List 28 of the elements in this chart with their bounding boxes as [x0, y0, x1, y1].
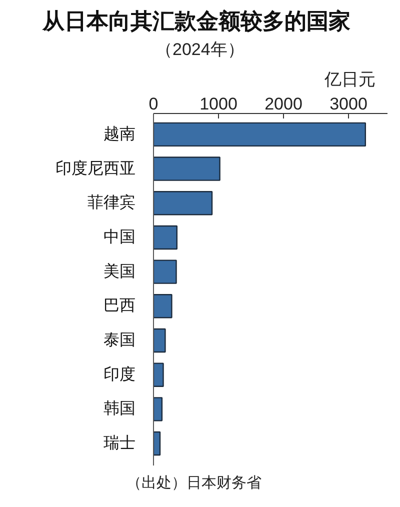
- text: （出处）日本财务省: [126, 474, 262, 492]
- y-tick-label: 印度: [104, 365, 136, 384]
- y-tick-label: 中国: [104, 228, 136, 246]
- x-tick-label: 1000: [200, 94, 238, 114]
- y-tick-label: 瑞士: [104, 434, 136, 452]
- y-tick-label: 美国: [104, 262, 136, 280]
- y-tick-label: 越南: [104, 124, 136, 143]
- y-tick-label: 巴西: [104, 298, 136, 315]
- x-axis-title: 亿日元: [324, 70, 376, 89]
- bar: [154, 362, 164, 387]
- bar: [154, 294, 172, 318]
- bar: [154, 156, 220, 181]
- bar: [154, 191, 213, 216]
- bar: [154, 431, 161, 456]
- y-tick-label: 泰国: [104, 332, 136, 349]
- bar: [154, 328, 166, 353]
- y-tick-label: 菲律宾: [88, 194, 136, 212]
- bar: [154, 397, 163, 422]
- y-tick-label: 印度尼西亚: [56, 159, 136, 178]
- x-tick-label: 2000: [264, 94, 302, 114]
- bar: [154, 260, 177, 284]
- x-tick-label: 3000: [330, 94, 368, 114]
- chart-title: 从日本向其汇款金额较多的国家: [42, 8, 350, 34]
- x-tick-label: 0: [148, 94, 158, 114]
- bar: [154, 225, 178, 250]
- chart-subtitle: （2024年）: [156, 40, 244, 59]
- y-tick-label: 韩国: [104, 400, 136, 418]
- bar: [154, 122, 366, 147]
